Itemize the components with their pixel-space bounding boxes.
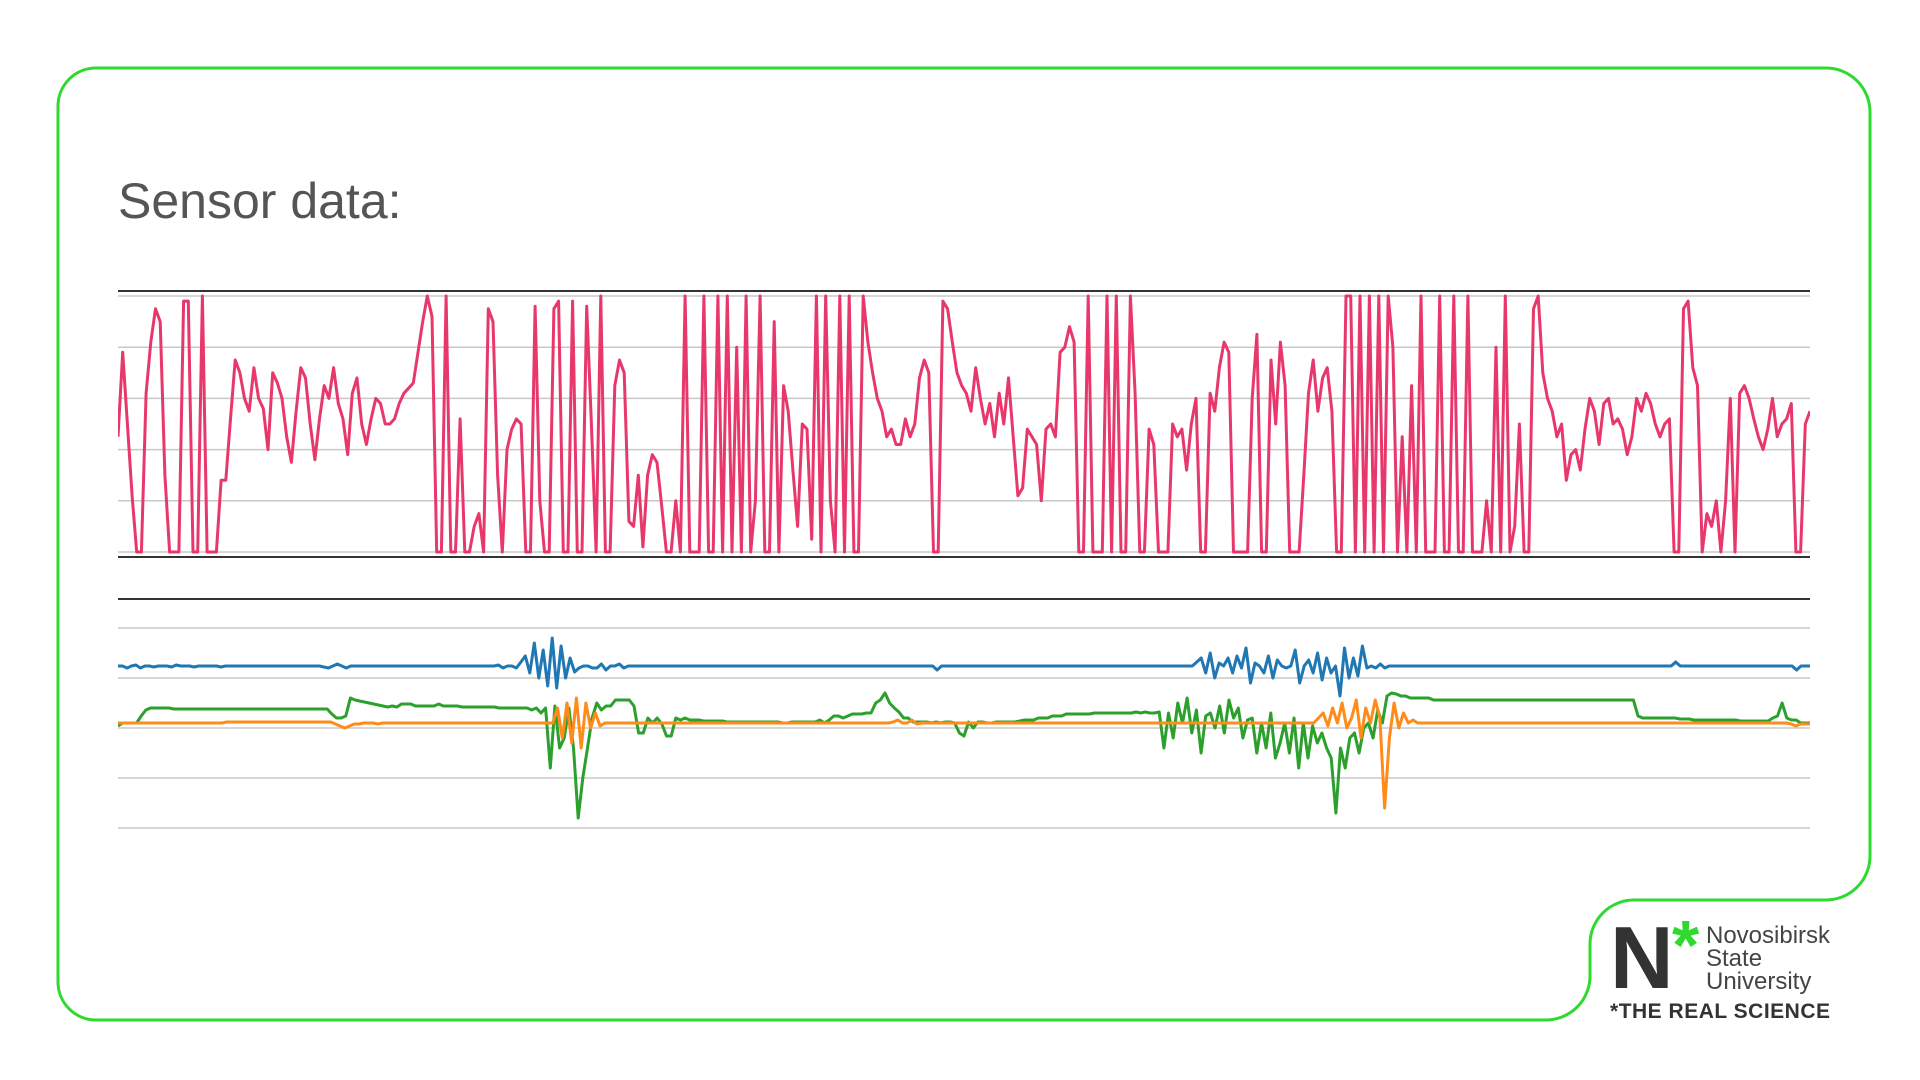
logo-tagline: *THE REAL SCIENCE: [1610, 1000, 1831, 1024]
logo-name-line-1: Novosibirsk: [1706, 922, 1831, 949]
series-line-2: [118, 691, 1810, 820]
series-line-3: [118, 696, 1810, 810]
logo-mark-letter: N: [1610, 908, 1674, 1007]
logo-name-line-3: University: [1706, 968, 1812, 995]
logo-name-line-2: State: [1706, 945, 1763, 972]
sensor-chart-top: [118, 290, 1810, 558]
logo-name: Novosibirsk State University: [1706, 922, 1831, 995]
nsu-logo: N * Novosibirsk State University *THE RE…: [1610, 908, 1900, 1028]
logo-tagline-star: *: [1610, 1000, 1619, 1023]
logo-tagline-text: THE REAL SCIENCE: [1618, 1000, 1831, 1023]
series-line-1: [118, 636, 1810, 698]
logo-mark-star: *: [1672, 906, 1700, 984]
slide-frame-border: [56, 66, 1872, 1022]
slide-title: Sensor data:: [118, 173, 402, 229]
sensor-chart-bottom: [118, 598, 1810, 829]
series-line-1: [118, 294, 1810, 554]
